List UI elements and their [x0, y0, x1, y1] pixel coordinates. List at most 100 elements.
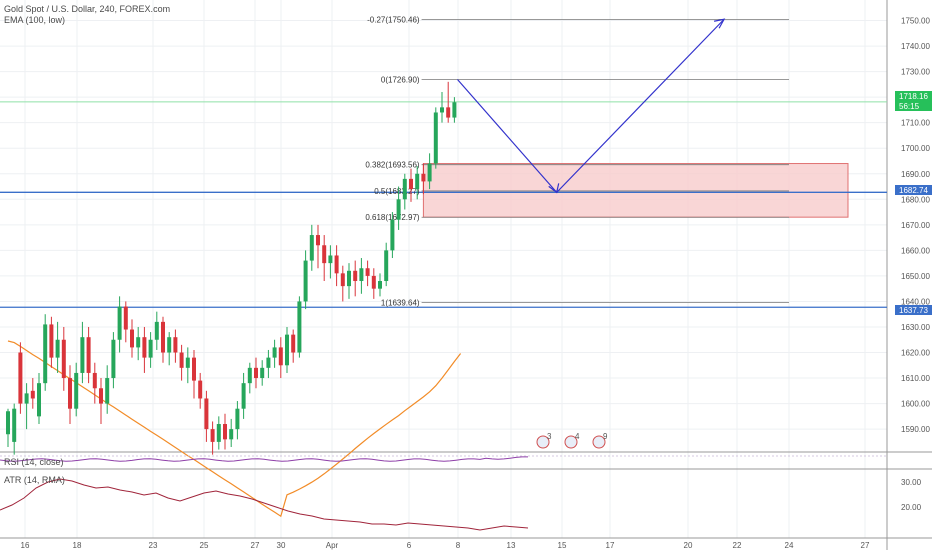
rsi-indicator-label: RSI (14, close)	[4, 457, 64, 467]
candle-body	[80, 337, 85, 373]
time-axis-tick-label: Apr	[326, 541, 339, 550]
candle-body	[371, 275, 376, 289]
candle-body	[440, 107, 444, 113]
candle-body	[92, 372, 97, 389]
time-axis-tick-label: 23	[149, 541, 158, 550]
price-axis-tick-label: 1600.00	[901, 400, 930, 409]
time-axis-tick-label: 15	[558, 541, 567, 550]
candle-body	[148, 339, 153, 358]
candle-body	[49, 324, 54, 358]
fib-level-label: 0.5(1683.27)	[374, 187, 420, 196]
candle-body	[142, 337, 147, 358]
chart-title: Gold Spot / U.S. Dollar, 240, FOREX.com	[4, 4, 171, 14]
candle-body	[446, 107, 451, 118]
price-scale-tag	[895, 185, 932, 195]
candle-body	[235, 408, 240, 430]
candle-body	[117, 306, 122, 340]
price-axis-tick-label: 1730.00	[901, 68, 930, 77]
candle-body	[12, 408, 17, 442]
time-axis-tick-label: 6	[407, 541, 412, 550]
candle-body	[328, 255, 333, 264]
price-axis-tick-label: 1680.00	[901, 195, 930, 204]
candle-body	[353, 270, 358, 282]
price-scale-tag-label: 56:15	[899, 102, 920, 111]
candle-body	[452, 102, 457, 118]
candle-body	[136, 337, 141, 348]
candle-body	[223, 424, 227, 440]
candle-body	[378, 281, 382, 289]
candle-body	[359, 268, 364, 282]
candle-body	[229, 429, 234, 440]
price-scale-tag	[895, 305, 932, 315]
price-axis-tick-label: 1690.00	[901, 170, 930, 179]
candle-body	[37, 383, 41, 417]
candle-body	[322, 245, 327, 264]
economic-event-count: 9	[603, 432, 608, 441]
time-axis-tick-label: 22	[733, 541, 742, 550]
candle-body	[130, 329, 134, 348]
projection-arrowhead	[713, 18, 726, 29]
candle-body	[415, 173, 420, 190]
price-axis-tick-label: 1750.00	[901, 17, 930, 26]
price-axis-tick-label: 1620.00	[901, 349, 930, 358]
time-axis-tick-label: 17	[606, 541, 615, 550]
price-axis-tick-label: 1700.00	[901, 144, 930, 153]
candle-body	[285, 334, 289, 366]
candle-body	[154, 321, 159, 340]
time-axis-tick-label: 18	[73, 541, 82, 550]
economic-event-count: 4	[575, 432, 580, 441]
economic-event-icon	[536, 435, 550, 449]
time-axis-tick-label: 20	[684, 541, 693, 550]
atr-axis-tick-label: 20.00	[901, 503, 922, 512]
time-axis-tick-label: 25	[200, 541, 209, 550]
candle-body	[297, 301, 302, 353]
candle-body	[278, 347, 283, 366]
economic-event-count: 3	[547, 432, 552, 441]
candle-body	[402, 178, 407, 200]
candle-body	[24, 393, 29, 404]
candle-body	[272, 347, 277, 358]
price-scale-tag-label: 1718.16	[899, 92, 928, 101]
candle-body	[161, 321, 165, 353]
candle-body	[68, 378, 72, 409]
price-axis-tick-label: 1610.00	[901, 374, 930, 383]
fib-level-label: 0(1726.90)	[381, 76, 420, 85]
price-axis-tick-label: 1590.00	[901, 425, 930, 434]
candle-body	[111, 339, 116, 379]
candle-body	[365, 268, 370, 276]
price-scale-tag-label: 1637.73	[899, 306, 928, 315]
ema-indicator-label: EMA (100, low)	[4, 15, 66, 25]
fib-level-label: 1(1639.64)	[381, 298, 420, 307]
candle-body	[421, 173, 426, 182]
price-axis-tick-label: 1710.00	[901, 119, 930, 128]
price-scale-tag	[895, 101, 932, 111]
price-axis-tick-label: 1740.00	[901, 42, 930, 51]
price-axis-tick-label: 1630.00	[901, 323, 930, 332]
candle-body	[316, 235, 320, 246]
candle-body	[192, 357, 196, 381]
candle-body	[241, 383, 246, 409]
candle-body	[61, 339, 66, 379]
price-scale-tag-label: 1682.74	[899, 186, 928, 195]
candle-body	[427, 163, 432, 182]
candle-body	[204, 398, 209, 430]
candle-body	[18, 352, 23, 404]
candle-body	[86, 337, 91, 373]
price-axis-tick-label: 1660.00	[901, 246, 930, 255]
candle-body	[30, 390, 35, 399]
projection-midpoint-arrow	[548, 183, 560, 194]
candle-body	[6, 411, 10, 435]
economic-event-icon	[564, 435, 578, 449]
ema-line	[7, 340, 462, 518]
fib-level-label: 0.382(1693.56)	[365, 161, 420, 170]
candle-body	[123, 306, 128, 330]
candle-body	[173, 337, 178, 353]
candle-body	[254, 367, 258, 379]
candle-body	[384, 250, 389, 282]
candle-body	[409, 178, 413, 190]
time-axis-tick-label: 24	[785, 541, 794, 550]
candle-body	[309, 235, 314, 261]
